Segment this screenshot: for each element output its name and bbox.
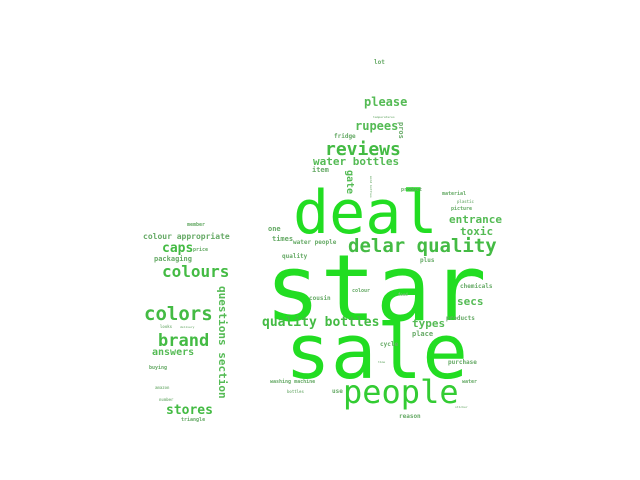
word-please: please: [364, 95, 408, 109]
word-member: member: [187, 222, 206, 228]
word-types: types: [412, 317, 446, 330]
word-product: product: [401, 187, 423, 193]
word-bottles: bottles: [287, 389, 304, 394]
word-colors: colors: [144, 303, 213, 325]
word-star: star: [265, 235, 487, 342]
word-colour-appropriate: colour appropriate: [143, 232, 230, 241]
word-water-people: water people: [293, 239, 337, 246]
word-questions-section: questions section: [216, 286, 229, 399]
word-plastic: plastic: [457, 199, 474, 204]
word-one: one: [268, 225, 281, 233]
word-reason: reason: [399, 413, 421, 420]
word-reviews: reviews: [325, 139, 401, 160]
word-price: price: [193, 247, 209, 253]
word-people: people: [343, 373, 459, 411]
word-secs: secs: [457, 295, 484, 308]
word-sticker: sticker: [455, 405, 468, 409]
word-use: use: [332, 388, 343, 395]
word-buying: buying: [149, 365, 168, 371]
word-time: time: [378, 360, 386, 364]
word-colours: colours: [162, 262, 230, 281]
word-toxic: toxic: [460, 225, 494, 238]
word-products: products: [446, 315, 475, 322]
word-amazon: amazon: [155, 385, 170, 390]
word-plus: plus: [420, 257, 435, 264]
word-sale: sale: [285, 307, 469, 396]
word-quality: quality: [282, 253, 308, 260]
word-times: times: [272, 235, 294, 243]
word-pros: pros: [397, 122, 405, 139]
word-lot: lot: [374, 59, 385, 66]
word-mold-bottles: mold bottles: [369, 176, 373, 198]
word-cycle: cycle: [380, 341, 399, 348]
word-colour: colour: [352, 288, 371, 294]
word-water-bottles: water bottles: [313, 155, 400, 168]
word-item: item: [312, 166, 329, 174]
word-delar-quality: delar quality: [348, 235, 497, 257]
word-food: food: [398, 292, 408, 297]
word-deal: deal: [293, 178, 438, 248]
word-triangle: triangle: [181, 417, 206, 423]
word-rupees: rupees: [355, 119, 399, 133]
word-gate: gate: [344, 170, 355, 195]
word-water: water: [462, 379, 478, 385]
word-place: place: [412, 330, 434, 338]
word-temperatures: temperatures: [373, 115, 395, 119]
word-brand: brand: [158, 331, 210, 351]
word-washing-machine: washing machine: [270, 379, 316, 385]
word-entrance: entrance: [449, 213, 502, 226]
word-number: number: [159, 397, 174, 402]
word-answers: answers: [152, 347, 195, 358]
word-caps: caps: [162, 241, 194, 256]
word-material: material: [442, 191, 467, 197]
word-stores: stores: [166, 403, 213, 418]
word-packaging: packaging: [154, 255, 192, 263]
word-cousin: cousin: [309, 295, 331, 302]
word-purchase: purchase: [448, 359, 477, 366]
word-looks: looks: [160, 324, 173, 329]
word-delivery: delivery: [180, 325, 195, 329]
word-fridge: fridge: [334, 133, 356, 140]
word-quality-bottles: quality bottles: [262, 315, 380, 330]
word-picture: picture: [451, 206, 473, 212]
word-chemicals: chemicals: [460, 283, 493, 290]
